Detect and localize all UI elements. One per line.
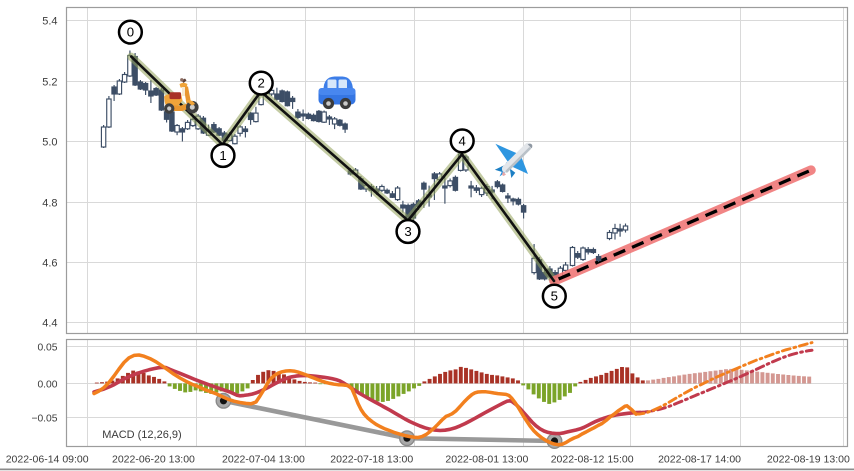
- svg-text:4.6: 4.6: [42, 258, 57, 270]
- svg-text:2022-06-14 09:00: 2022-06-14 09:00: [6, 454, 89, 466]
- svg-text:2022-08-19 13:00: 2022-08-19 13:00: [767, 454, 850, 466]
- svg-text:5: 5: [551, 289, 558, 304]
- svg-text:2022-08-12 15:00: 2022-08-12 15:00: [551, 454, 634, 466]
- svg-text:3: 3: [404, 224, 411, 239]
- svg-text:1: 1: [219, 148, 226, 163]
- svg-text:2022-08-17 14:00: 2022-08-17 14:00: [658, 454, 741, 466]
- svg-text:−0.05: −0.05: [31, 413, 57, 424]
- svg-text:2022-06-20 13:00: 2022-06-20 13:00: [112, 454, 195, 466]
- svg-text:5.0: 5.0: [42, 137, 57, 149]
- svg-text:2022-07-04 13:00: 2022-07-04 13:00: [222, 454, 305, 466]
- svg-text:5.4: 5.4: [42, 16, 57, 28]
- svg-text:5.2: 5.2: [42, 77, 57, 89]
- svg-text:0.05: 0.05: [37, 342, 57, 353]
- svg-text:4: 4: [459, 134, 466, 149]
- svg-text:MACD (12,26,9): MACD (12,26,9): [102, 429, 181, 441]
- svg-text:4.8: 4.8: [42, 198, 57, 210]
- svg-text:0.00: 0.00: [37, 379, 57, 390]
- svg-text:2022-08-01 13:00: 2022-08-01 13:00: [445, 454, 528, 466]
- svg-text:4.4: 4.4: [42, 318, 57, 330]
- svg-text:2: 2: [258, 76, 265, 91]
- svg-text:2022-07-18 13:00: 2022-07-18 13:00: [330, 454, 413, 466]
- svg-text:0: 0: [127, 25, 134, 40]
